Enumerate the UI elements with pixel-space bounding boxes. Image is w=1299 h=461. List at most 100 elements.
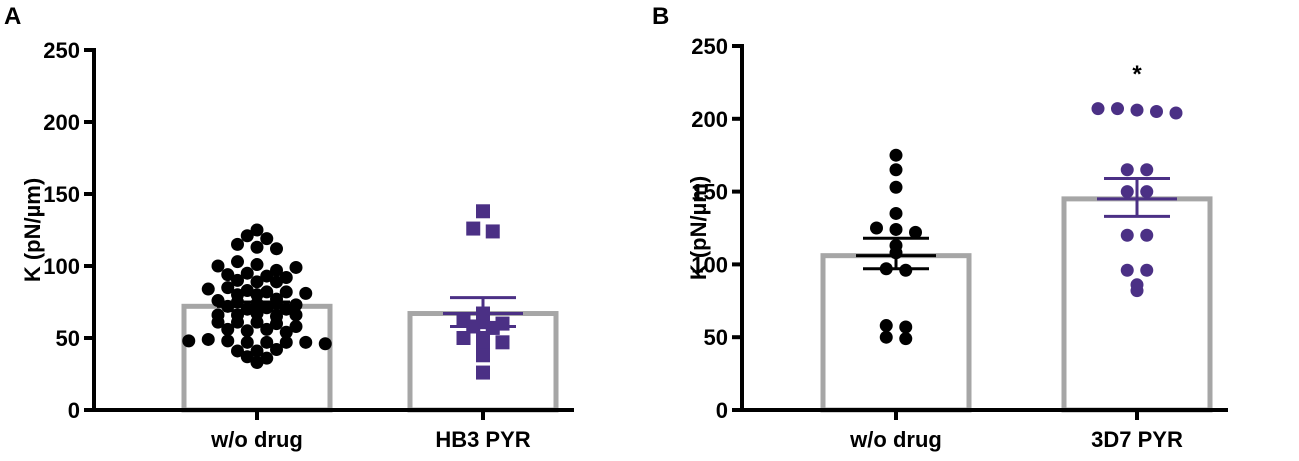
data-point — [270, 275, 283, 289]
data-point — [182, 334, 196, 348]
y-tick-label: 0 — [716, 398, 728, 423]
data-point — [231, 273, 244, 287]
data-point — [909, 225, 922, 239]
y-tick-label: 200 — [691, 107, 728, 132]
data-point — [279, 335, 293, 349]
panel-a-points — [182, 204, 510, 380]
data-point — [1140, 228, 1154, 242]
data-point — [289, 260, 303, 274]
panel-b-error-bars — [856, 176, 1177, 271]
data-point — [250, 240, 264, 254]
y-tick-label: 50 — [56, 326, 80, 351]
data-point — [279, 271, 293, 285]
data-point — [889, 222, 903, 236]
data-point — [1140, 263, 1154, 277]
y-tick-label: 50 — [704, 325, 728, 350]
panel-b-x-label-2: 3D7 PYR — [1091, 427, 1183, 452]
data-point — [211, 294, 225, 308]
panel-a-y-ticks: 0 50 100 150 200 250 — [43, 38, 94, 423]
data-point — [1120, 263, 1134, 277]
data-point — [250, 344, 264, 358]
y-tick-label: 150 — [691, 180, 728, 205]
data-point — [1130, 284, 1144, 298]
data-point — [240, 283, 254, 297]
panel-a-y-axis-title: K (pN/µm) — [20, 178, 45, 282]
data-point — [299, 286, 313, 300]
data-point — [211, 259, 225, 273]
bar — [1061, 196, 1213, 413]
data-point — [240, 335, 254, 349]
data-point — [889, 180, 903, 194]
data-point — [889, 206, 903, 220]
panel-b-points — [870, 102, 1183, 346]
panel-b-axes — [740, 44, 1228, 420]
data-point — [240, 324, 254, 338]
data-point — [289, 308, 303, 322]
panel-a-letter: A — [4, 3, 21, 30]
bar — [820, 253, 972, 413]
y-tick-label: 0 — [68, 398, 80, 423]
data-point — [221, 322, 235, 336]
y-tick-label: 100 — [691, 252, 728, 277]
data-point — [476, 204, 490, 219]
data-point — [299, 335, 313, 349]
data-point — [495, 335, 510, 350]
data-point — [1150, 105, 1163, 119]
data-point — [250, 315, 264, 329]
panel-b-x-label-1: w/o drug — [849, 427, 942, 452]
y-tick-label: 200 — [43, 110, 80, 135]
data-point — [240, 266, 254, 280]
data-point — [1120, 163, 1134, 177]
data-point — [889, 148, 903, 162]
panel-a-x-label-2: HB3 PYR — [435, 427, 530, 452]
panel-b: B K (pN/µm) 0 50 100 150 200 250 * w/o drug 3… — [652, 3, 1228, 452]
data-point — [231, 315, 244, 329]
panel-a-x-label-1: w/o drug — [210, 427, 303, 452]
data-point — [318, 337, 332, 351]
data-point — [1140, 185, 1154, 199]
data-point — [899, 320, 913, 334]
data-point — [260, 322, 274, 336]
data-point — [289, 319, 303, 333]
data-point — [1140, 163, 1154, 177]
y-tick-label: 250 — [691, 34, 728, 59]
data-point — [260, 285, 274, 299]
data-point — [476, 365, 490, 380]
data-point — [270, 317, 283, 331]
panel-b-y-axis-title: K (pN/µm) — [686, 176, 711, 280]
y-tick-label: 250 — [43, 38, 80, 63]
data-point — [456, 331, 471, 345]
data-point — [221, 334, 235, 348]
data-point — [879, 330, 893, 344]
panel-b-significance-star: * — [1132, 61, 1142, 88]
data-point — [240, 350, 254, 364]
data-point — [1111, 102, 1124, 116]
y-tick-label: 150 — [43, 182, 80, 207]
data-point — [221, 268, 235, 282]
data-point — [201, 282, 215, 296]
data-point — [466, 221, 481, 236]
data-point — [250, 355, 264, 369]
data-point — [260, 269, 274, 283]
data-point — [1120, 228, 1134, 242]
data-point — [260, 232, 274, 246]
data-point — [231, 255, 244, 269]
data-point — [240, 229, 254, 243]
y-tick-label: 100 — [43, 254, 80, 279]
data-point — [250, 275, 264, 289]
data-point — [889, 163, 903, 177]
panel-a-error-bars — [217, 296, 523, 328]
data-point — [1091, 102, 1105, 116]
panel-b-letter: B — [652, 3, 669, 30]
data-point — [270, 343, 283, 357]
data-point — [260, 335, 274, 349]
data-point — [879, 319, 893, 333]
data-point — [270, 263, 283, 277]
data-point — [476, 348, 490, 363]
data-point — [279, 285, 293, 299]
data-point — [260, 351, 274, 365]
data-point — [250, 258, 264, 272]
panel-a: A K (pN/µm) 0 50 100 150 200 250 w/o drug HB3… — [4, 3, 574, 452]
data-point — [1169, 106, 1183, 120]
